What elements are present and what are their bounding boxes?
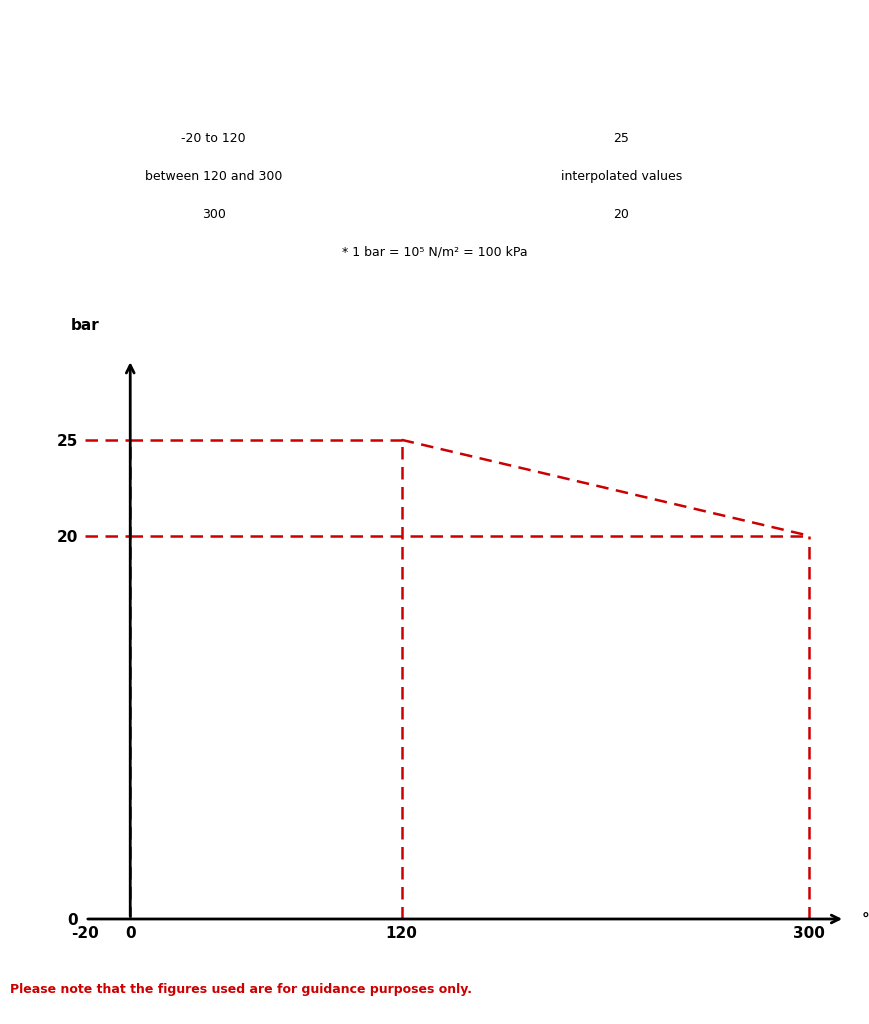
Text: MAXIMUM PERMISSIBLE WORKING PRESSURE
bar*: MAXIMUM PERMISSIBLE WORKING PRESSURE bar… <box>462 78 780 108</box>
Text: Malleable Iron Fitting Pressure / temperature ratings: Malleable Iron Fitting Pressure / temper… <box>20 18 559 36</box>
Text: 25: 25 <box>614 131 629 144</box>
Text: 20: 20 <box>614 208 629 220</box>
Text: interpolated values: interpolated values <box>561 170 682 182</box>
Text: SERVICE TEMPERATURE
°C: SERVICE TEMPERATURE °C <box>131 78 296 108</box>
Text: °C: °C <box>862 911 869 927</box>
Text: Pressure/ temperature ratings graph: Pressure/ temperature ratings graph <box>20 311 367 329</box>
Text: PRESSURE: PRESSURE <box>9 595 22 668</box>
Text: between 120 and 300: between 120 and 300 <box>145 170 282 182</box>
Text: -20 to 120: -20 to 120 <box>182 131 246 144</box>
Text: bar: bar <box>70 317 99 333</box>
Text: 300: 300 <box>202 208 226 220</box>
Text: * 1 bar = 10⁵ N/m² = 100 kPa: * 1 bar = 10⁵ N/m² = 100 kPa <box>342 246 527 258</box>
Text: Please note that the figures used are for guidance purposes only.: Please note that the figures used are fo… <box>10 983 472 996</box>
Text: TEMPERATURE: TEMPERATURE <box>407 940 532 955</box>
